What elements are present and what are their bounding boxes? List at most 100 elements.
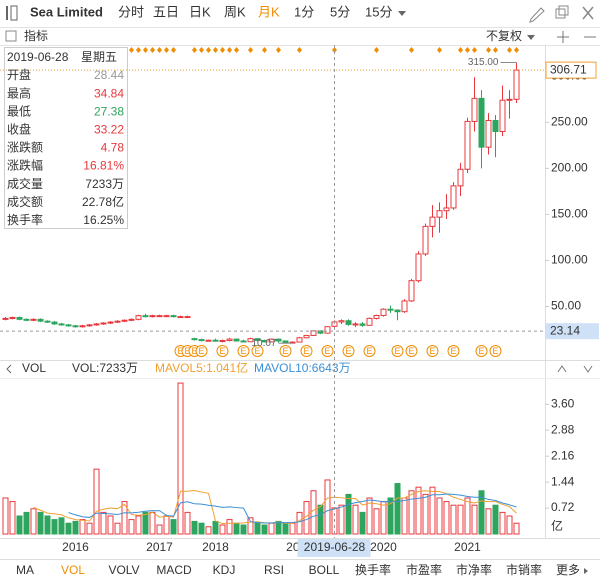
candle-body (2, 317, 9, 320)
indicator-tab[interactable]: 市盈率 (406, 562, 442, 577)
earnings-marker-label: E (429, 346, 435, 356)
earnings-marker[interactable] (405, 345, 418, 357)
indicator-tab[interactable]: 市销率 (506, 562, 542, 577)
indicator-tab[interactable]: KDJ (213, 563, 236, 577)
volume-bar (324, 479, 331, 535)
earnings-marker[interactable] (363, 345, 376, 357)
indicator-tab[interactable]: MACD (156, 563, 192, 577)
indicator-tab[interactable]: RSI (264, 563, 284, 577)
event-diamond (493, 47, 498, 53)
period-tab[interactable]: 15分 (365, 4, 392, 19)
indicator-label[interactable]: 指标 (24, 28, 48, 43)
indicator-icon[interactable] (5, 30, 17, 42)
indicator-tab[interactable]: 换手率 (355, 562, 391, 577)
volume-bar (366, 497, 373, 535)
x-tick-label: 2021 (454, 540, 481, 554)
collapse-icon[interactable] (6, 364, 12, 374)
volume-bar (170, 519, 177, 535)
volume-bar (485, 508, 492, 535)
volume-bar (100, 511, 107, 535)
event-diamond (409, 47, 414, 53)
window-icon (558, 5, 569, 16)
earnings-marker[interactable] (447, 345, 460, 357)
earnings-marker-label: E (184, 346, 190, 356)
down-icon[interactable] (583, 365, 593, 373)
period-tab[interactable]: 分时 (118, 4, 144, 19)
event-diamond (129, 47, 134, 53)
close-icon[interactable] (582, 6, 594, 20)
dropdown-arrow[interactable] (398, 11, 406, 16)
volume-bar (471, 504, 478, 535)
period-tab[interactable]: 1分 (294, 4, 314, 19)
indicator-tab[interactable]: VOL (61, 563, 85, 577)
info-label: 最高 (7, 85, 31, 100)
earnings-marker[interactable] (216, 345, 229, 357)
period-tab[interactable]: 5分 (330, 4, 350, 19)
earnings-marker[interactable] (279, 345, 292, 357)
period-tab[interactable]: 五日 (153, 4, 179, 19)
volume-bar (37, 511, 44, 535)
info-value: 33.22 (94, 122, 124, 136)
earnings-marker[interactable] (391, 345, 404, 357)
volume-bar (254, 522, 261, 535)
candle-body (184, 316, 191, 319)
period-tab-active[interactable]: 月K (258, 4, 280, 19)
candle-body (429, 216, 436, 227)
earnings-marker-label: E (303, 346, 309, 356)
period-tab[interactable]: 日K (189, 4, 211, 19)
earnings-marker[interactable] (300, 345, 313, 357)
event-diamond (199, 47, 204, 53)
candle-body (23, 318, 30, 321)
zoom-in-icon[interactable] (557, 31, 569, 43)
candle-body (198, 339, 205, 342)
candle-body (247, 338, 254, 343)
icon-box[interactable] (10, 5, 18, 21)
volume-bar (450, 504, 457, 535)
up-icon[interactable] (557, 365, 567, 373)
adjust-select[interactable]: 不复权 (486, 29, 522, 43)
indicator-tab[interactable]: 市净率 (456, 562, 492, 577)
event-diamond (220, 47, 225, 53)
info-value: 16.81% (83, 159, 124, 173)
window-icon[interactable] (555, 8, 566, 19)
candle-body (485, 119, 492, 148)
earnings-marker[interactable] (342, 345, 355, 357)
y-tick-label: 100.00 (551, 253, 588, 267)
dropdown-arrow[interactable] (527, 35, 535, 40)
more-arrow[interactable] (584, 568, 588, 574)
candle-body (191, 338, 198, 341)
info-label: 开盘 (7, 67, 31, 82)
earnings-marker[interactable] (426, 345, 439, 357)
info-date: 2019-06-28 (7, 50, 69, 64)
earnings-marker[interactable] (251, 345, 264, 357)
candle-body (303, 334, 310, 339)
volume-bar (261, 524, 268, 535)
candle-body (338, 320, 345, 323)
earnings-marker[interactable] (237, 345, 250, 357)
volume-bar (422, 493, 429, 535)
volume-bar (394, 483, 401, 535)
candle-body (450, 185, 457, 209)
period-tab[interactable]: 周K (224, 4, 246, 19)
min-label: 10.07 (251, 338, 276, 349)
info-value: 22.78亿 (82, 194, 124, 209)
event-diamond (248, 47, 253, 53)
volume-bar (9, 501, 16, 535)
volume-bar (16, 515, 23, 535)
edit-icon[interactable] (529, 7, 545, 23)
candle-body (499, 99, 506, 133)
earnings-marker[interactable] (489, 345, 502, 357)
indicator-tab[interactable]: VOLV (108, 563, 139, 577)
earnings-marker[interactable] (475, 345, 488, 357)
indicator-tab[interactable]: BOLL (309, 563, 340, 577)
event-diamond (276, 47, 281, 53)
event-diamond (192, 47, 197, 53)
info-label: 换手率 (7, 212, 43, 227)
earnings-marker[interactable] (321, 345, 334, 357)
indicator-tab[interactable]: MA (16, 563, 34, 577)
event-diamond (262, 47, 267, 53)
earnings-marker[interactable] (195, 345, 208, 357)
indicator-tab[interactable]: 更多 (556, 563, 580, 577)
volume-bar (359, 511, 366, 535)
volume-bar (296, 511, 303, 535)
